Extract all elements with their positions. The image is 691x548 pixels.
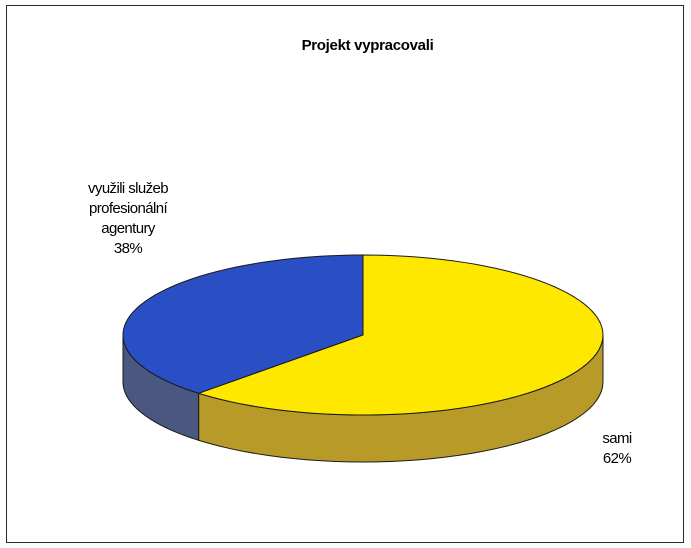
pie-slice-1 bbox=[197, 254, 604, 416]
slice-label-agency: využili služeb profesionální agentury 38… bbox=[58, 179, 198, 259]
slice-label-sami-percent: 62% bbox=[602, 450, 632, 467]
pie-slice-0 bbox=[122, 254, 364, 394]
slice-label-agency-line-2: profesionální bbox=[88, 200, 168, 217]
slice-label-agency-line-3: agentury bbox=[101, 220, 155, 237]
slice-label-agency-line-1: využili služeb bbox=[88, 180, 169, 197]
chart-title: Projekt vypracovali bbox=[301, 37, 434, 54]
slice-label-sami-line-1: sami bbox=[602, 430, 632, 447]
slice-label-sami: sami 62% bbox=[592, 429, 642, 469]
slice-label-agency-percent: 38% bbox=[113, 240, 143, 257]
